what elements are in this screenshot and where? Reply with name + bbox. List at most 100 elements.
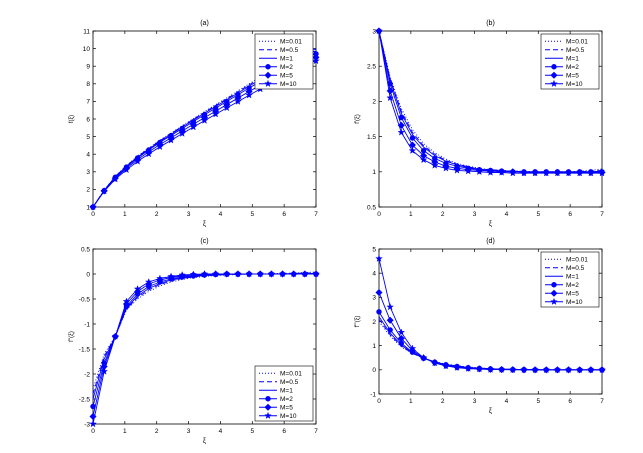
y-axis-label: f(ξ) [69, 115, 75, 123]
data-point [100, 187, 108, 195]
legend: M=0.01M=0.5 M=1M=2 M=5M=10 [254, 33, 314, 90]
y-tick-label: 3 [372, 28, 376, 35]
series-m-0-5 [378, 30, 603, 173]
y-tick-label: -1 [370, 391, 376, 398]
legend: M=0.01M=0.5 M=1M=2 M=5M=10 [254, 365, 314, 422]
legend-marker [264, 71, 272, 79]
y-axis-label: f''(ξ) [69, 331, 75, 342]
data-point [178, 129, 186, 137]
legend-marker [550, 71, 558, 79]
data-point [89, 420, 97, 428]
chart-panel-3: 0 1 2 3 4 5 6 7 -3 -2.5 -2 -1.5 -1 -0.5 0 0.5 (c) ξ f''(ξ)… [69, 238, 320, 445]
data-point [211, 110, 220, 118]
y-tick-label: 11 [83, 28, 90, 35]
data-point [520, 169, 528, 177]
data-point [386, 303, 394, 311]
x-tick-label: 1 [123, 428, 127, 435]
data-point [189, 270, 198, 278]
legend-marker [264, 79, 272, 87]
y-tick-label: -2 [84, 371, 90, 378]
y-tick-label: 3 [372, 295, 376, 302]
data-point [587, 365, 595, 374]
chart-panel-2: 0 1 2 3 4 5 6 7 0.5 1 1.5 2 2.5 3 (b) ξ f'(ξ) M=0.01M=0.5… [355, 20, 606, 228]
legend-marker [265, 64, 271, 70]
data-point [408, 146, 417, 154]
y-tick-label: 1 [372, 169, 376, 176]
data-point [301, 270, 309, 278]
data-point [133, 285, 142, 293]
legend-marker [550, 297, 558, 305]
data-point [497, 365, 506, 373]
x-tick-label: 1 [409, 398, 413, 405]
x-tick-label: 7 [600, 211, 604, 218]
series-m-10 [89, 270, 320, 428]
legend-marker [551, 282, 557, 288]
chart-panel-1: 0 1 2 3 4 5 6 71234567891011(a)ξf(ξ)M=0.01M=0.5… [69, 20, 320, 228]
y-tick-label: 2 [372, 99, 376, 106]
y-tick-label: 1 [86, 204, 90, 211]
plot-frame [92, 248, 317, 425]
data-point [89, 203, 97, 211]
y-tick-label: 3 [86, 169, 90, 176]
y-tick-label: 9 [86, 64, 90, 71]
data-point [486, 365, 495, 373]
x-tick-label: 2 [441, 211, 445, 218]
x-axis-label: ξ [203, 438, 206, 445]
legend-label: M=1 [280, 56, 293, 63]
data-point [312, 270, 320, 278]
y-axis-label: f'''(ξ) [355, 316, 361, 328]
data-point [245, 91, 253, 99]
data-point [509, 169, 517, 177]
series-m-2 [376, 309, 605, 373]
data-point [375, 27, 383, 35]
data-point [178, 271, 186, 279]
x-tick-label: 3 [187, 211, 191, 218]
x-tick-label: 6 [282, 428, 286, 435]
legend-label: M=5 [566, 291, 579, 298]
legend-box [540, 33, 600, 90]
x-tick-label: 1 [123, 211, 127, 218]
legend-box [540, 251, 600, 308]
x-tick-label: 4 [505, 211, 509, 218]
legend: M=0.01M=0.5 M=1M=2 M=5M=10 [540, 251, 600, 308]
legend-label: M=0.5 [280, 47, 299, 54]
chart-title: (a) [200, 20, 209, 27]
y-tick-label: 10 [83, 46, 91, 53]
y-tick-label: 5 [372, 246, 376, 253]
series-m-1 [378, 316, 602, 371]
legend-label: M=10 [566, 81, 583, 88]
data-point [542, 169, 551, 177]
x-tick-label: 0 [377, 398, 381, 405]
legend-box [254, 365, 314, 422]
series-m-0-5 [378, 318, 602, 371]
x-tick-label: 2 [155, 211, 159, 218]
data-point [419, 353, 428, 361]
y-tick-label: 7 [86, 99, 90, 106]
series-m-10 [375, 27, 606, 177]
data-point [144, 278, 153, 286]
data-point [442, 361, 450, 370]
x-tick-label: 3 [473, 398, 477, 405]
legend-marker [550, 79, 558, 87]
data-point [100, 367, 108, 375]
data-point [453, 363, 461, 371]
data-point [156, 274, 164, 282]
data-point [464, 167, 472, 175]
y-tick-label: 0.5 [81, 246, 90, 253]
y-tick-label: 8 [86, 81, 90, 88]
chart-title: (d) [486, 238, 495, 245]
y-tick-label: -3 [84, 421, 90, 428]
legend-marker [264, 403, 272, 411]
x-tick-label: 6 [282, 211, 286, 218]
data-point [200, 116, 209, 124]
x-tick-label: 3 [187, 428, 191, 435]
x-tick-label: 4 [219, 211, 223, 218]
data-point [598, 365, 606, 374]
y-tick-label: 2 [86, 187, 90, 194]
data-point [223, 270, 231, 278]
data-point [376, 309, 382, 315]
data-point [234, 270, 242, 278]
y-tick-label: 0 [372, 367, 376, 374]
